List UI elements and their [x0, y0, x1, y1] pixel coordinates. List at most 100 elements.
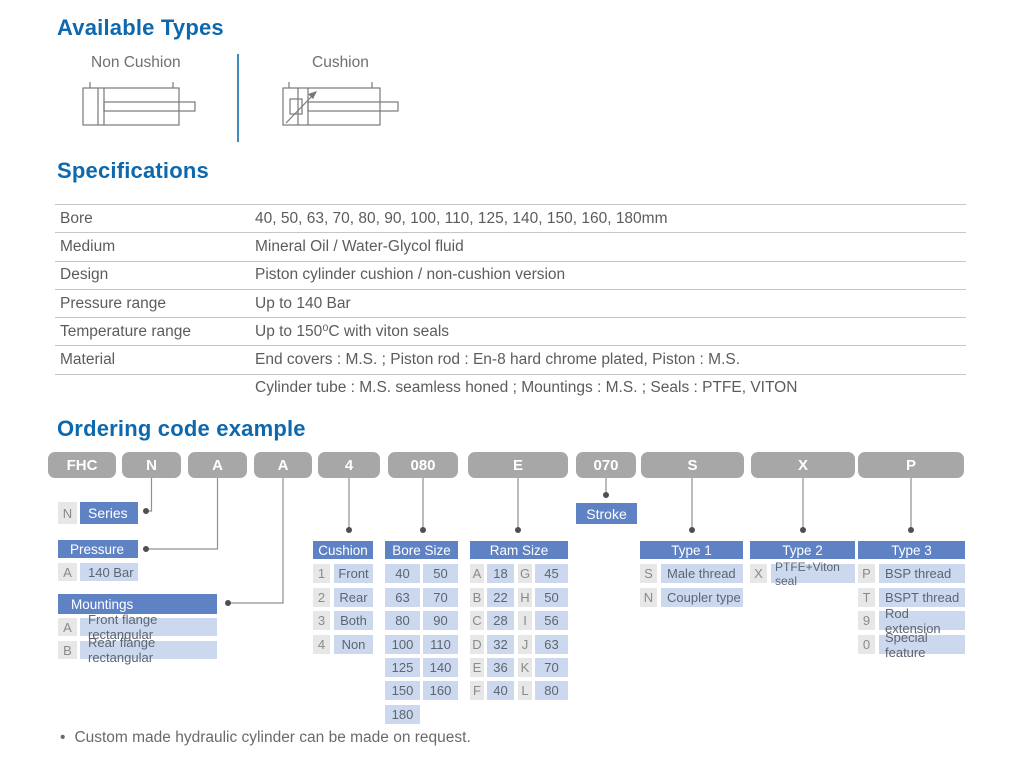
specifications-table: Bore 40, 50, 63, 70, 80, 90, 100, 110, 1…	[55, 204, 966, 402]
cushion-row-key: 1	[313, 564, 330, 583]
bore-cell: 100	[385, 635, 420, 654]
spec-row-medium: Medium Mineral Oil / Water-Glycol fluid	[55, 232, 966, 260]
bore-cell: 180	[385, 705, 420, 724]
ram-value: 22	[487, 588, 514, 607]
type3-row-value: Special feature	[879, 630, 965, 660]
spec-label: Material	[60, 351, 116, 369]
spec-value: Up to 150⁰C with viton seals	[255, 323, 450, 341]
bullet-glyph: •	[60, 729, 66, 746]
type3-row-key: T	[858, 588, 875, 607]
ram-value: 18	[487, 564, 514, 583]
mountings-header: Mountings	[58, 594, 217, 614]
code-segment-mounting: A	[254, 452, 312, 478]
spec-row-material: Material End covers : M.S. ; Piston rod …	[55, 345, 966, 373]
type1-row-value: Coupler type	[661, 588, 743, 607]
ram-key: L	[518, 681, 532, 700]
spec-label: Bore	[60, 209, 93, 227]
ram-value: 63	[535, 635, 568, 654]
code-segment-series-prefix: FHC	[48, 452, 116, 478]
ram-key: J	[518, 635, 532, 654]
pressure-header: Pressure	[58, 540, 138, 558]
non-cushion-label: Non Cushion	[91, 54, 181, 71]
ram-key: D	[470, 635, 484, 654]
code-segment-ram: E	[468, 452, 568, 478]
spec-value: End covers : M.S. ; Piston rod : En-8 ha…	[255, 351, 741, 369]
footnote: • Custom made hydraulic cylinder can be m…	[60, 729, 471, 747]
spec-value: 40, 50, 63, 70, 80, 90, 100, 110, 125, 1…	[255, 209, 668, 227]
pressure-row-value: 140 Bar	[80, 563, 138, 581]
pressure-row-key: A	[58, 563, 77, 581]
spec-row-design: Design Piston cylinder cushion / non-cus…	[55, 260, 966, 289]
specifications-title: Specifications	[57, 158, 209, 183]
bore-cell: 70	[423, 588, 458, 607]
stroke-label: Stroke	[576, 503, 637, 524]
spec-label: Medium	[60, 237, 116, 255]
bore-cell: 90	[423, 611, 458, 630]
spec-value: Up to 140 Bar	[255, 294, 351, 312]
type2-row-value: PTFE+Viton seal	[771, 560, 855, 588]
cushion-cylinder-drawing	[282, 82, 399, 126]
spec-label: Pressure range	[60, 294, 166, 312]
cushion-header: Cushion	[313, 541, 373, 559]
series-label: Series	[80, 502, 138, 524]
available-types-title: Available Types	[57, 15, 224, 40]
ram-value: 40	[487, 681, 514, 700]
spec-value: Cylinder tube : M.S. seamless honed ; Mo…	[255, 379, 798, 397]
bore-cell: 110	[423, 635, 458, 654]
bore-cell: 150	[385, 681, 420, 700]
type1-row-key: N	[640, 588, 657, 607]
ram-value: 45	[535, 564, 568, 583]
type3-row-key: P	[858, 564, 875, 583]
mountings-row-value: Rear flange rectangular	[80, 635, 217, 665]
ram-value: 36	[487, 658, 514, 677]
cushion-row-key: 4	[313, 635, 330, 654]
type3-row-key: 0	[858, 635, 875, 654]
type3-row-value: BSPT thread	[879, 588, 965, 607]
cushion-row-value: Non	[334, 635, 373, 654]
bore-cell: 50	[423, 564, 458, 583]
type3-row-value: BSP thread	[879, 564, 965, 583]
ram-value: 32	[487, 635, 514, 654]
code-segment-series: N	[122, 452, 181, 478]
spec-label: Design	[60, 266, 109, 284]
ram-key: E	[470, 658, 484, 677]
ram-key: G	[518, 564, 532, 583]
mountings-row-value: Front flange rectangular	[80, 612, 217, 642]
ram-value: 50	[535, 588, 568, 607]
bore-cell: 63	[385, 588, 420, 607]
ram-key: A	[470, 564, 484, 583]
bore-cell: 125	[385, 658, 420, 677]
cushion-row-value: Both	[334, 611, 373, 630]
code-segment-type1: S	[641, 452, 744, 478]
type2-header: Type 2	[750, 541, 855, 559]
cushion-row-value: Rear	[334, 588, 373, 607]
ram-value: 70	[535, 658, 568, 677]
bore-cell: 40	[385, 564, 420, 583]
spec-value: Piston cylinder cushion / non-cushion ve…	[255, 266, 566, 284]
spec-value: Mineral Oil / Water-Glycol fluid	[255, 237, 464, 255]
ram-key: I	[518, 611, 532, 630]
type1-row-key: S	[640, 564, 657, 583]
bore-cell: 140	[423, 658, 458, 677]
mountings-row-key: A	[58, 618, 77, 636]
type1-row-value: Male thread	[661, 564, 743, 583]
ram-value: 28	[487, 611, 514, 630]
series-key: N	[58, 502, 77, 524]
type1-header: Type 1	[640, 541, 743, 559]
ram-value: 80	[535, 681, 568, 700]
cushion-row-key: 2	[313, 588, 330, 607]
cushion-label: Cushion	[312, 54, 369, 71]
type2-row-key: X	[750, 564, 767, 583]
type3-row-key: 9	[858, 611, 875, 630]
spec-row-pressure-range: Pressure range Up to 140 Bar	[55, 288, 966, 317]
code-segment-pressure: A	[188, 452, 247, 478]
spec-label: Temperature range	[60, 322, 191, 340]
ram-value: 56	[535, 611, 568, 630]
bore-cell: 80	[385, 611, 420, 630]
ram-key: H	[518, 588, 532, 607]
bore-size-header: Bore Size	[385, 541, 458, 559]
code-segment-type2: X	[751, 452, 855, 478]
non-cushion-cylinder-drawing	[82, 82, 196, 126]
mountings-row-key: B	[58, 641, 77, 659]
